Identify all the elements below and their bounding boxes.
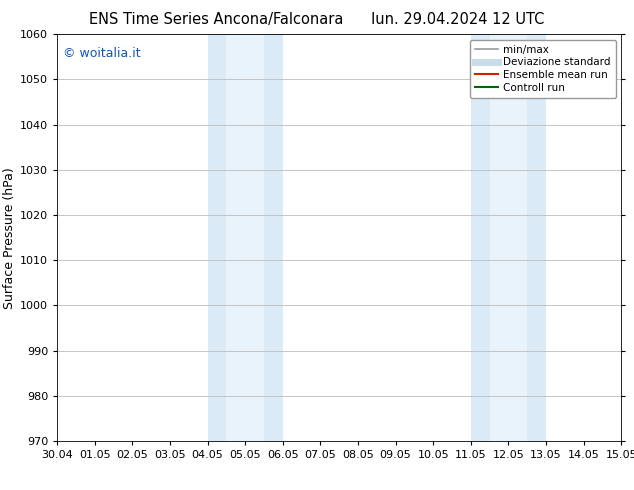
Legend: min/max, Deviazione standard, Ensemble mean run, Controll run: min/max, Deviazione standard, Ensemble m…	[470, 40, 616, 98]
Text: ENS Time Series Ancona/Falconara      lun. 29.04.2024 12 UTC: ENS Time Series Ancona/Falconara lun. 29…	[89, 12, 545, 27]
Bar	[226, 34, 264, 441]
Bar	[471, 34, 546, 441]
Bar	[207, 34, 283, 441]
Bar	[489, 34, 527, 441]
Text: © woitalia.it: © woitalia.it	[63, 47, 140, 59]
Y-axis label: Surface Pressure (hPa): Surface Pressure (hPa)	[3, 167, 16, 309]
